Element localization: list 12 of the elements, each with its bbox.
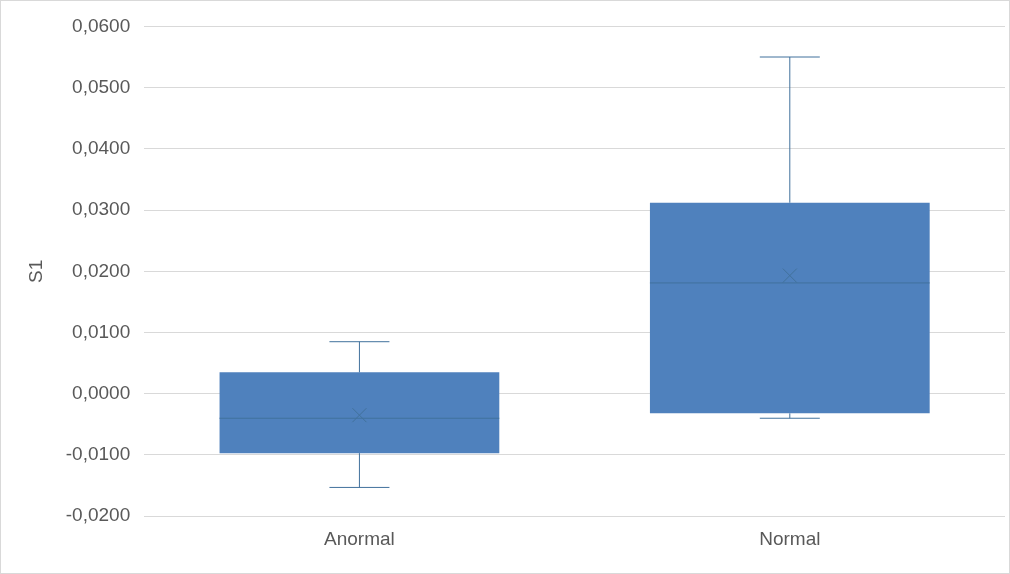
y-tick-label: 0,0500 — [72, 75, 131, 97]
y-axis-title: S1 — [24, 259, 46, 283]
y-tick-label: -0,0100 — [65, 443, 131, 465]
y-tick-label: 0,0300 — [72, 198, 131, 220]
y-tick-label: 0,0200 — [72, 259, 131, 281]
x-tick-label: Normal — [759, 527, 821, 549]
y-tick-label: 0,0400 — [72, 137, 131, 159]
y-tick-label: 0,0600 — [72, 14, 131, 36]
y-tick-label: 0,0000 — [72, 381, 131, 403]
y-tick-label: 0,0100 — [72, 320, 131, 342]
y-tick-label: -0,0200 — [65, 504, 131, 526]
x-tick-label: Anormal — [324, 527, 395, 549]
